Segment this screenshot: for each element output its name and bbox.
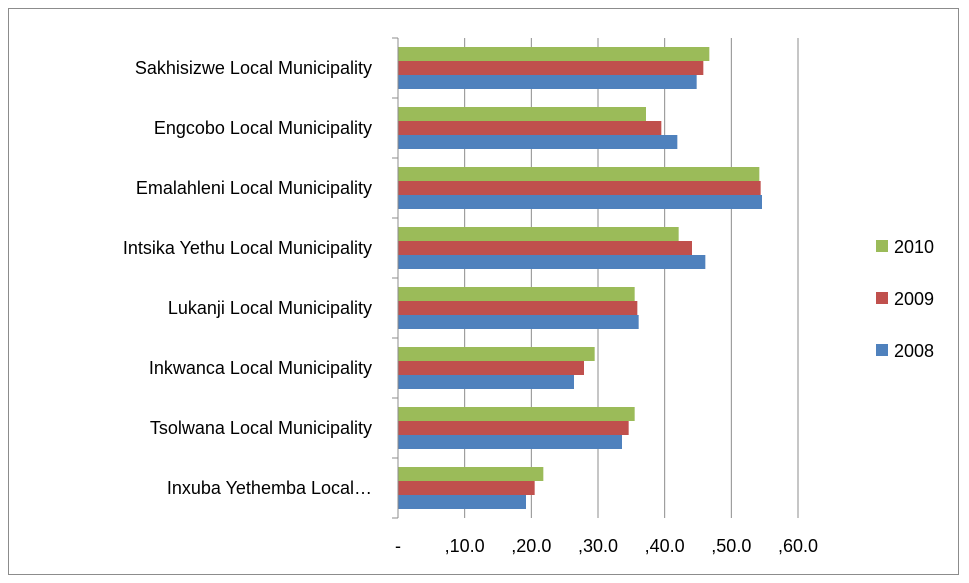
bar-2009-8 bbox=[398, 481, 535, 495]
category-label: Lukanji Local Municipality bbox=[168, 298, 372, 318]
bar-2009-4 bbox=[398, 241, 692, 255]
bar-2008-6 bbox=[398, 375, 574, 389]
category-label: Inxuba Yethemba Local… bbox=[167, 478, 372, 498]
bar-2010-1 bbox=[398, 47, 710, 61]
bar-2008-4 bbox=[398, 255, 706, 269]
category-labels: Sakhisizwe Local Municipality Engcobo Loc… bbox=[123, 58, 372, 498]
category-label: Engcobo Local Municipality bbox=[154, 118, 372, 138]
tick-labels: - ,10.0 ,20.0 ,30.0 ,40.0 ,50.0 ,60.0 bbox=[395, 536, 818, 556]
legend-label-2009: 2009 bbox=[894, 289, 934, 309]
category-label: Tsolwana Local Municipality bbox=[150, 418, 372, 438]
bar-2010-2 bbox=[398, 107, 646, 121]
x-tick-label: ,60.0 bbox=[778, 536, 818, 556]
bar-2008-7 bbox=[398, 435, 622, 449]
bar-2010-8 bbox=[398, 467, 544, 481]
bar-2009-6 bbox=[398, 361, 584, 375]
bar-2009-1 bbox=[398, 61, 704, 75]
bar-2008-5 bbox=[398, 315, 639, 329]
legend-label-2008: 2008 bbox=[894, 341, 934, 361]
category-label: Intsika Yethu Local Municipality bbox=[123, 238, 372, 258]
bar-2009-3 bbox=[398, 181, 761, 195]
category-label: Inkwanca Local Municipality bbox=[149, 358, 372, 378]
bar-2010-3 bbox=[398, 167, 760, 181]
x-tick-label: ,20.0 bbox=[511, 536, 551, 556]
bar-2008-8 bbox=[398, 495, 526, 509]
bar-2008-1 bbox=[398, 75, 697, 89]
legend-swatch-2009 bbox=[876, 292, 888, 304]
x-tick-label: ,10.0 bbox=[445, 536, 485, 556]
bar-2010-7 bbox=[398, 407, 635, 421]
axis bbox=[392, 37, 399, 519]
bar-2009-7 bbox=[398, 421, 629, 435]
bar-2010-4 bbox=[398, 227, 679, 241]
legend-swatch-2008 bbox=[876, 344, 888, 356]
bar-2010-6 bbox=[398, 347, 595, 361]
x-tick-label: ,40.0 bbox=[645, 536, 685, 556]
bars bbox=[398, 47, 762, 509]
category-label: Sakhisizwe Local Municipality bbox=[135, 58, 372, 78]
legend-swatch-2010 bbox=[876, 240, 888, 252]
legend-label-2010: 2010 bbox=[894, 237, 934, 257]
bar-2009-5 bbox=[398, 301, 638, 315]
legend: 2010 2009 2008 bbox=[876, 237, 934, 361]
category-label: Emalahleni Local Municipality bbox=[136, 178, 372, 198]
bar-2008-2 bbox=[398, 135, 678, 149]
bar-2009-2 bbox=[398, 121, 662, 135]
bar-2008-3 bbox=[398, 195, 762, 209]
x-tick-label: ,50.0 bbox=[711, 536, 751, 556]
x-tick-label: - bbox=[395, 536, 401, 556]
bar-2010-5 bbox=[398, 287, 635, 301]
x-tick-label: ,30.0 bbox=[578, 536, 618, 556]
